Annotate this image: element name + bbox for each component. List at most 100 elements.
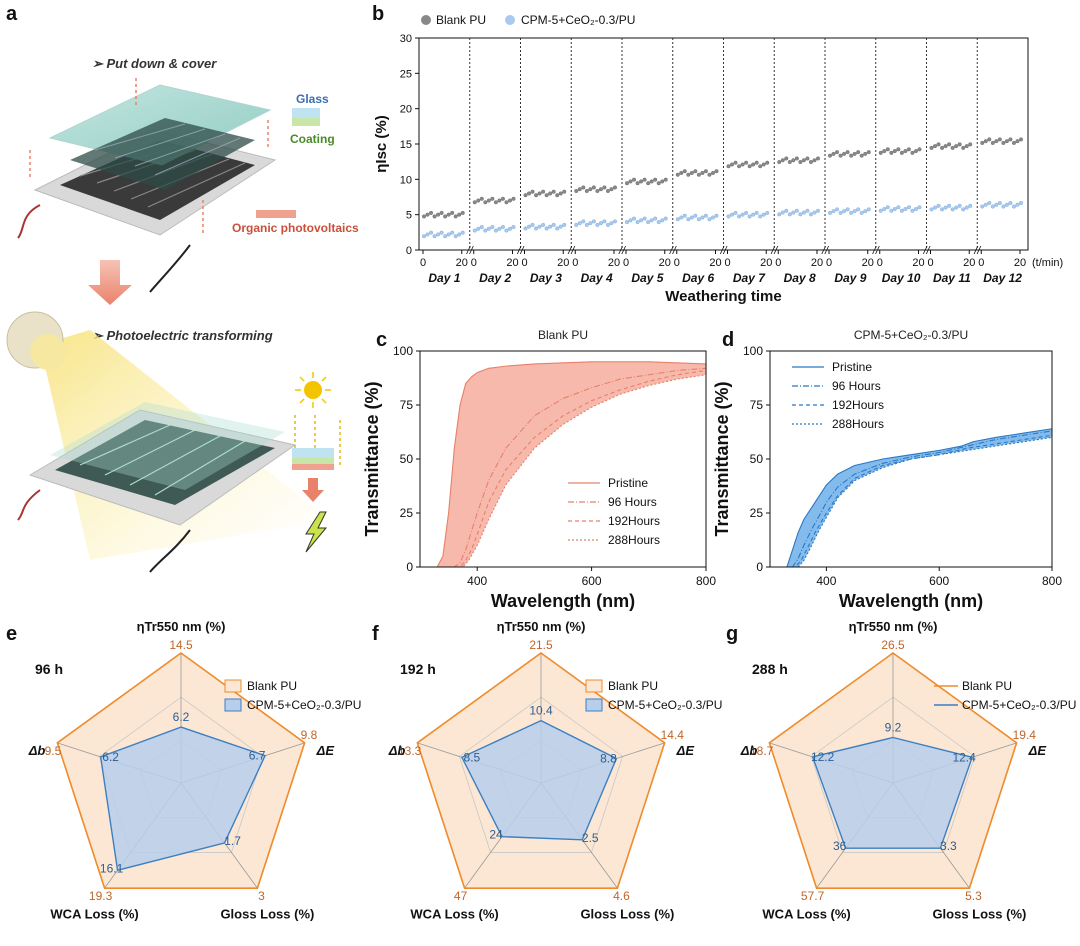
data-point bbox=[929, 145, 934, 150]
data-point bbox=[500, 196, 505, 201]
data-point bbox=[523, 193, 528, 198]
data-point bbox=[696, 172, 701, 177]
data-point bbox=[780, 210, 785, 215]
series-line bbox=[770, 428, 1053, 568]
data-point bbox=[910, 208, 915, 213]
data-point bbox=[780, 158, 785, 163]
data-point bbox=[828, 210, 833, 215]
data-point bbox=[591, 185, 596, 190]
x-tick-label-b: 20 bbox=[709, 257, 721, 269]
data-point bbox=[863, 209, 868, 214]
day-label: Day 2 bbox=[479, 271, 511, 285]
data-point bbox=[577, 187, 582, 192]
data-point bbox=[710, 215, 715, 220]
data-point bbox=[882, 149, 887, 154]
data-point bbox=[679, 215, 684, 220]
legend-text: 96 Hours bbox=[608, 495, 657, 509]
data-point bbox=[838, 153, 843, 158]
radar-axis-label: ΔE bbox=[316, 743, 335, 758]
data-point bbox=[791, 210, 796, 215]
day-label: Day 3 bbox=[530, 271, 562, 285]
glass-label: Glass bbox=[296, 92, 329, 106]
data-point bbox=[504, 200, 509, 205]
data-point bbox=[577, 221, 582, 226]
data-point bbox=[588, 221, 593, 226]
data-point bbox=[707, 217, 712, 222]
x-tick-label-b: 0 bbox=[826, 257, 832, 269]
data-point bbox=[1015, 139, 1020, 144]
x-tick-label-b: 20 bbox=[557, 257, 569, 269]
lightning-icon bbox=[305, 511, 328, 553]
data-point bbox=[787, 212, 792, 217]
step-photoelectric-label: ➢ Photoelectric transforming bbox=[92, 328, 273, 343]
data-point bbox=[816, 156, 821, 161]
data-point bbox=[696, 217, 701, 222]
axis-break: // bbox=[669, 245, 677, 257]
data-point bbox=[476, 226, 481, 231]
data-point bbox=[679, 170, 684, 175]
data-point bbox=[947, 203, 952, 208]
data-point bbox=[831, 209, 836, 214]
data-point bbox=[504, 228, 509, 233]
y-tick-label: 0 bbox=[406, 560, 413, 574]
radar-value-blank: 3 bbox=[258, 889, 265, 903]
panel-label-a: a bbox=[6, 3, 18, 25]
radar-axis-label: Δb bbox=[388, 743, 406, 758]
data-point bbox=[453, 234, 458, 239]
exposure-hours-label: 96 h bbox=[35, 661, 63, 677]
transmittance-band bbox=[770, 428, 1052, 567]
data-point bbox=[997, 137, 1002, 142]
data-point bbox=[831, 151, 836, 156]
panel-d: d CPM-5+CeO₂-0.3/PU 0 25 50 75 100 400 600 800 Wa… bbox=[712, 328, 1062, 611]
panel-a: a ➢ Put down & cover bbox=[6, 3, 359, 573]
radar-axis-label: Gloss Loss (%) bbox=[580, 906, 674, 921]
radar-value-cpm: 10.4 bbox=[529, 704, 553, 718]
data-point bbox=[555, 226, 560, 231]
data-point bbox=[714, 213, 719, 218]
data-point bbox=[646, 220, 651, 225]
data-point bbox=[896, 205, 901, 210]
data-point bbox=[835, 150, 840, 155]
legend-text-blank: Blank PU bbox=[608, 679, 658, 693]
data-point bbox=[700, 170, 705, 175]
data-point bbox=[541, 222, 546, 227]
data-point bbox=[675, 217, 680, 222]
data-point bbox=[497, 226, 502, 231]
data-point bbox=[682, 213, 687, 218]
panel-label-f: f bbox=[372, 623, 379, 645]
x-tick-label: 400 bbox=[816, 574, 836, 588]
data-point bbox=[432, 234, 437, 239]
data-point bbox=[700, 215, 705, 220]
data-point bbox=[486, 198, 491, 203]
data-point bbox=[443, 234, 448, 239]
data-point bbox=[544, 193, 549, 198]
data-point bbox=[913, 207, 918, 212]
legend-swatch-blank bbox=[224, 679, 242, 693]
radar-axis-label: Gloss Loss (%) bbox=[220, 906, 314, 921]
data-point bbox=[913, 149, 918, 154]
data-point bbox=[639, 218, 644, 223]
axis-break: // bbox=[719, 245, 727, 257]
data-point bbox=[574, 222, 579, 227]
data-point bbox=[835, 207, 840, 212]
data-point bbox=[1001, 204, 1006, 209]
series-line bbox=[770, 434, 1053, 568]
radar-value-cpm: 16.1 bbox=[100, 861, 124, 875]
axis-break: // bbox=[466, 245, 474, 257]
day-label: Day 7 bbox=[733, 271, 766, 285]
data-point bbox=[845, 207, 850, 212]
radar-value-cpm: 6.2 bbox=[173, 710, 190, 724]
coating-label: Coating bbox=[290, 132, 335, 146]
day-label: Day 10 bbox=[882, 271, 921, 285]
legend-text-cpm: CPM-5+CeO₂-0.3/PU bbox=[962, 698, 1076, 712]
data-point bbox=[450, 210, 455, 215]
data-point bbox=[885, 147, 890, 152]
series-line bbox=[420, 369, 707, 568]
data-point bbox=[584, 222, 589, 227]
data-point bbox=[866, 150, 871, 155]
data-point bbox=[541, 189, 546, 194]
data-point bbox=[686, 217, 691, 222]
data-point bbox=[693, 169, 698, 174]
data-point bbox=[987, 201, 992, 206]
